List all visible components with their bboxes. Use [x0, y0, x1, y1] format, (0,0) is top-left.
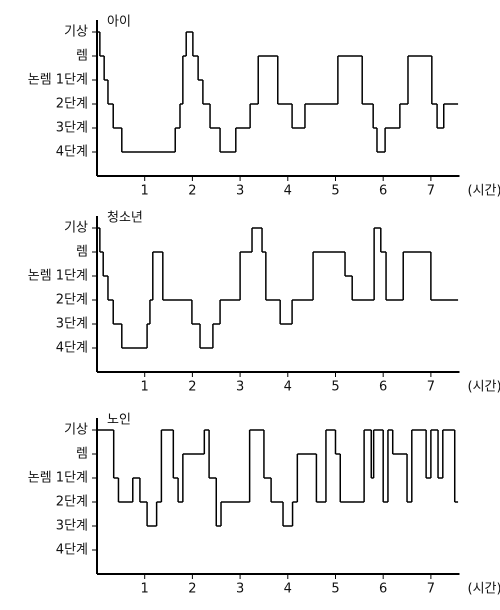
y-tick-label: 2단계	[56, 97, 88, 112]
y-tick-label: 렘	[76, 447, 88, 462]
x-tick-label: 2	[188, 380, 196, 395]
x-tick-label: 5	[331, 582, 339, 597]
x-tick-label: 6	[379, 380, 387, 395]
chart-title: 아이	[107, 15, 131, 30]
y-tick-label: 3단계	[56, 121, 88, 136]
y-tick-label: 기상	[64, 423, 88, 438]
y-tick-label: 4단계	[56, 145, 88, 160]
y-tick-label: 4단계	[56, 341, 88, 356]
y-tick-label: 논렘 1단계	[28, 269, 88, 284]
chart-title: 노인	[107, 413, 131, 428]
x-axis-label: (시간)	[468, 184, 500, 199]
y-tick-label: 논렘 1단계	[28, 73, 88, 88]
y-tick-label: 3단계	[56, 519, 88, 534]
x-tick-label: 7	[427, 184, 435, 199]
y-tick-label: 3단계	[56, 317, 88, 332]
x-tick-label: 4	[284, 184, 292, 199]
y-tick-label: 렘	[76, 245, 88, 260]
x-tick-label: 1	[141, 380, 149, 395]
y-tick-label: 논렘 1단계	[28, 471, 88, 486]
x-tick-label: 7	[427, 380, 435, 395]
x-axis-label: (시간)	[468, 582, 500, 597]
x-axis-label: (시간)	[468, 380, 500, 395]
x-tick-label: 2	[188, 582, 196, 597]
y-tick-label: 4단계	[56, 543, 88, 558]
chart-title: 청소년	[107, 211, 143, 226]
x-tick-label: 1	[141, 184, 149, 199]
y-tick-label: 기상	[64, 25, 88, 40]
x-tick-label: 3	[236, 380, 244, 395]
y-tick-label: 2단계	[56, 293, 88, 308]
x-tick-label: 2	[188, 184, 196, 199]
x-tick-label: 3	[236, 184, 244, 199]
x-tick-label: 3	[236, 582, 244, 597]
x-tick-label: 1	[141, 582, 149, 597]
y-tick-label: 기상	[64, 221, 88, 236]
x-tick-label: 7	[427, 582, 435, 597]
x-tick-label: 6	[379, 184, 387, 199]
x-tick-label: 4	[284, 380, 292, 395]
y-tick-label: 렘	[76, 49, 88, 64]
x-tick-label: 4	[284, 582, 292, 597]
x-tick-label: 6	[379, 582, 387, 597]
x-tick-label: 5	[331, 184, 339, 199]
y-tick-label: 2단계	[56, 495, 88, 510]
x-tick-label: 5	[331, 380, 339, 395]
